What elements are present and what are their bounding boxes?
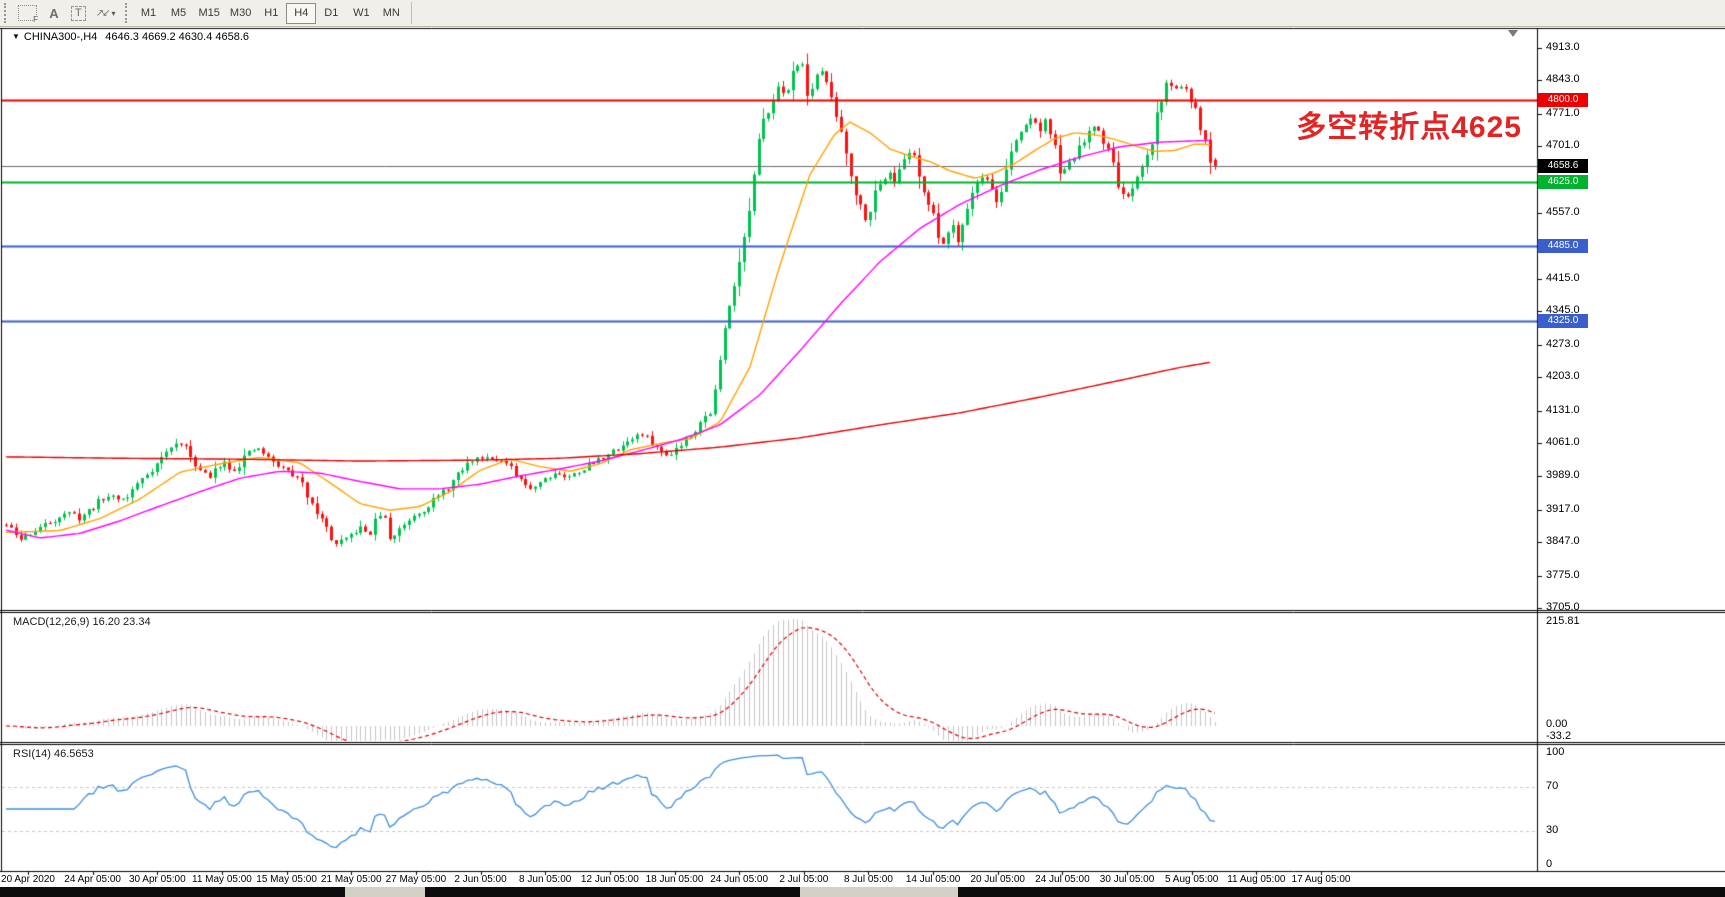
bottom-status-bar — [0, 887, 1725, 897]
symbol-timeframe: CHINA300-,H4 — [23, 31, 98, 43]
chart-title: ▼ CHINA300-,H4 4646.3 4669.2 4630.4 4658.6 — [12, 31, 249, 43]
status-bar-segment — [345, 887, 425, 897]
symbol-dropdown-icon: ▼ — [12, 32, 20, 41]
status-bar-segment — [800, 887, 958, 897]
macd-indicator-label: MACD(12,26,9) 16.20 23.34 — [13, 616, 151, 628]
ohlc-values: 4646.3 4669.2 4630.4 4658.6 — [105, 31, 250, 43]
chart-annotation-text: 多空转折点4625 — [1296, 111, 1522, 144]
chart-shift-marker-icon[interactable] — [1508, 30, 1518, 37]
rsi-indicator-label: RSI(14) 46.5653 — [13, 748, 94, 760]
